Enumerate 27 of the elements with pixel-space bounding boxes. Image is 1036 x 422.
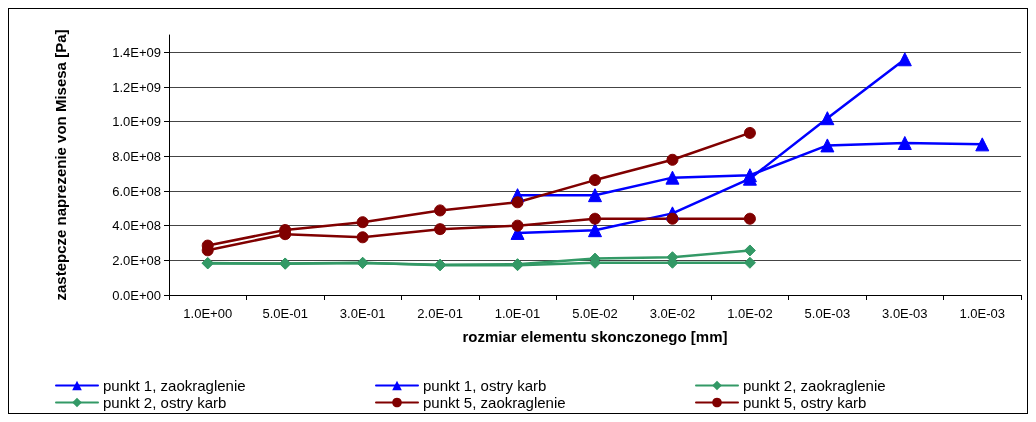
y-tick-label: 1.0E+09 bbox=[112, 114, 161, 130]
x-tick-label: 3.0E-02 bbox=[649, 306, 696, 321]
legend-label: punkt 1, zaokraglenie bbox=[103, 377, 246, 394]
legend-label: punkt 2, zaokraglenie bbox=[743, 377, 886, 394]
x-tick-label: 3.0E-03 bbox=[882, 306, 928, 321]
x-axis-title: rozmiar elementu skonczonego [mm] bbox=[462, 328, 728, 345]
y-tick-label: 1.4E+09 bbox=[112, 44, 161, 60]
legend-label: punkt 5, zaokraglenie bbox=[423, 394, 566, 411]
x-tick-label: 1.0E+00 bbox=[183, 306, 233, 321]
x-tick-label: 1.0E-02 bbox=[727, 306, 773, 321]
x-tick-label: 1.0E-01 bbox=[494, 306, 541, 321]
y-tick-label: 6.0E+08 bbox=[112, 183, 161, 199]
x-tick-label: 3.0E-01 bbox=[339, 306, 386, 321]
y-tick-label: 1.2E+09 bbox=[112, 79, 161, 95]
y-axis-title: zastepcze naprezenie von Misesa [Pa] bbox=[51, 29, 69, 301]
y-tick-label: 2.0E+08 bbox=[112, 252, 161, 268]
x-tick-label: 1.0E-03 bbox=[959, 306, 1006, 321]
x-tick-label: 5.0E-02 bbox=[572, 306, 618, 321]
x-tick-label: 5.0E-01 bbox=[262, 306, 308, 321]
legend-label: punkt 5, ostry karb bbox=[743, 394, 867, 411]
legend-label: punkt 2, ostry karb bbox=[103, 394, 227, 411]
y-tick-label: 4.0E+08 bbox=[112, 218, 161, 234]
y-tick-label: 8.0E+08 bbox=[112, 148, 161, 164]
legend-label: punkt 1, ostry karb bbox=[423, 377, 547, 394]
x-tick-label: 5.0E-03 bbox=[804, 306, 851, 321]
x-tick-label: 2.0E-01 bbox=[417, 306, 463, 321]
y-tick-label: 0.0E+00 bbox=[112, 287, 161, 303]
